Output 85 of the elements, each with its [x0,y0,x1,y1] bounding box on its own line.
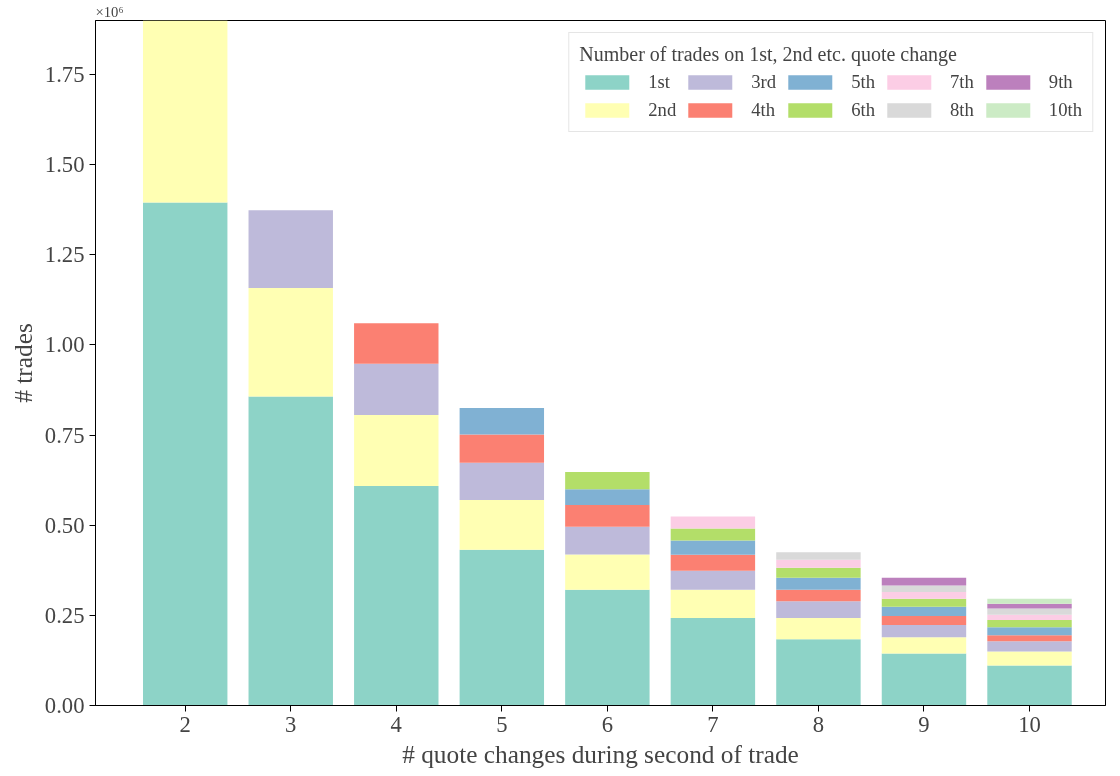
bar [459,462,545,500]
bar [670,570,756,590]
bar [776,589,861,602]
x-tick-label: 7 [707,711,719,737]
bar [459,434,545,463]
y-tick-label: 0.00 [44,693,85,718]
x-tick-label: 8 [812,711,825,737]
bar [987,608,1072,615]
x-tick-label: 2 [179,711,191,737]
x-axis-title: # quote changes during second of trade [402,739,799,768]
bar [881,577,967,586]
bar [987,598,1072,604]
bar [670,617,756,706]
y-tick-label: 0.25 [44,602,85,628]
x-tick-label: 5 [496,711,508,737]
bar [776,639,861,706]
bar [670,589,756,618]
legend-label: 7th [949,71,974,93]
bar [776,577,861,590]
legend-label: 9th [1048,71,1073,93]
bar [354,485,439,706]
bar [881,625,967,638]
bar [987,651,1072,666]
bar [565,526,650,555]
legend-label: 2nd [648,99,677,121]
bar [354,363,439,415]
bar [142,202,228,706]
bar [565,489,650,506]
bar [987,641,1072,652]
legend-label: 3rd [751,71,777,93]
bar [987,627,1072,636]
legend-label: 5th [851,71,875,93]
legend-label: 4th [751,99,776,121]
y-tick-label: 0.50 [44,512,85,538]
bar [565,505,650,527]
bar [459,408,545,435]
y-tick-label: 1.75 [44,62,85,88]
bar [987,635,1072,642]
bar [987,603,1072,609]
bar [565,554,650,590]
bar [881,616,967,626]
x-tick-label: 4 [390,711,402,737]
bar [881,591,967,599]
x-tick-label: 6 [601,711,614,737]
legend-label: 6th [851,99,875,121]
x-tick-label: 9 [918,711,930,737]
bar [776,567,861,578]
y-tick-label: 1.50 [44,152,85,178]
bar [881,653,967,706]
bar [248,288,333,397]
bar [881,585,967,592]
bar [565,471,650,490]
bar [354,414,439,486]
bar [459,500,545,550]
y-tick-label: 1.00 [44,332,85,358]
bar [565,589,650,706]
bar [987,665,1072,706]
y-tick-label: 0.75 [44,422,85,448]
bar [670,516,756,529]
bar [987,614,1072,621]
bar [670,554,756,571]
legend-title: Number of trades on 1st, 2nd etc. quote change [579,43,958,66]
bar [142,20,228,203]
bar [881,598,967,607]
x-tick-label: 10 [1018,711,1041,737]
bar [881,637,967,654]
bar [248,396,333,706]
bar [776,601,861,618]
bar [670,528,756,541]
bar [776,617,861,640]
legend-label: 10th [1048,99,1082,121]
bar [459,549,545,706]
text: ×10⁶ [95,3,124,20]
bar [776,552,861,560]
bar [776,559,861,568]
y-axis-title: # trades [8,323,37,403]
bar [248,210,333,289]
legend-label: 1st [648,71,671,93]
bar [670,540,756,555]
bar [354,323,439,364]
bar [987,620,1072,628]
legend-label: 8th [949,99,974,121]
x-tick-label: 3 [285,711,297,737]
bar [881,606,967,617]
y-tick-label: 1.25 [44,242,85,268]
